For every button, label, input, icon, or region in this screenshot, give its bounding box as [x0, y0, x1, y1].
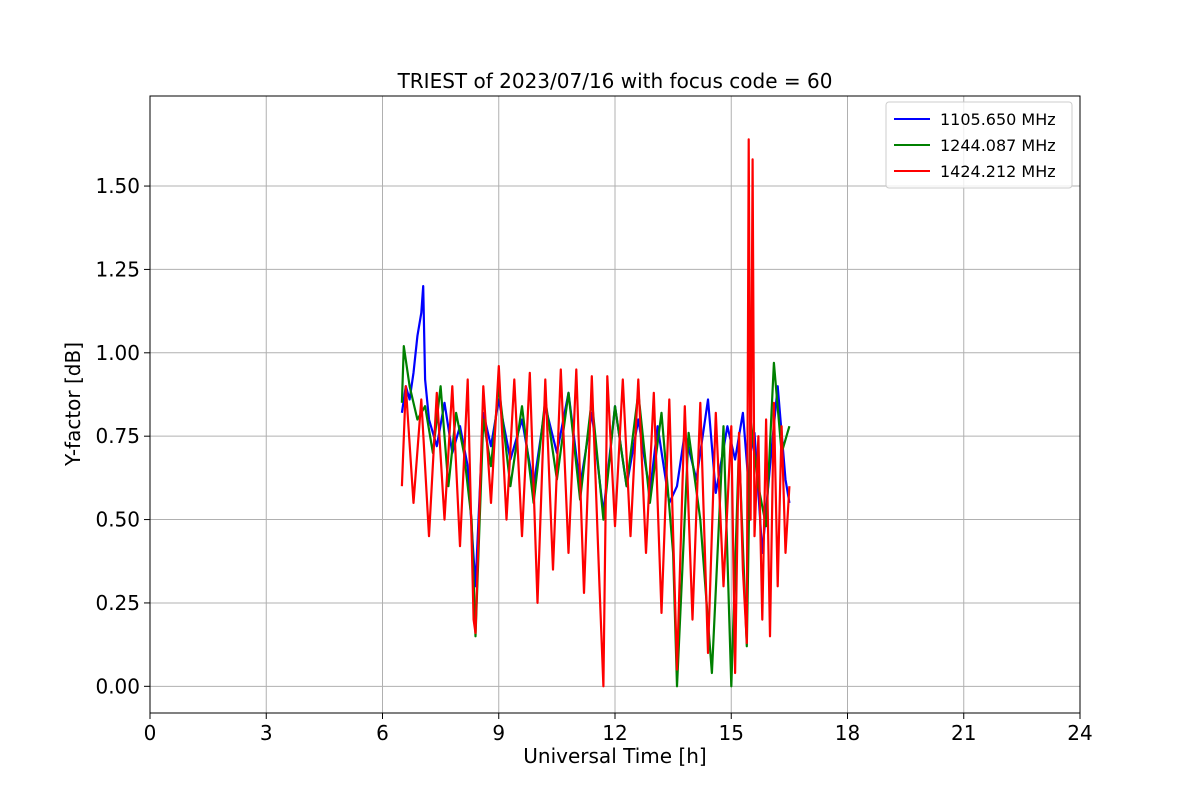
legend-box — [885, 101, 1073, 189]
y-tick-label: 0.75 — [95, 424, 140, 448]
legend-label-series-2: 1244.087 MHz — [940, 136, 1056, 155]
x-tick-label: 21 — [951, 721, 976, 745]
y-axis: 0.00 0.25 0.50 0.75 1.00 1.25 1.50 — [95, 174, 150, 698]
x-tick-label: 15 — [719, 721, 744, 745]
x-tick-label: 3 — [260, 721, 273, 745]
chart-title: TRIEST of 2023/07/16 with focus code = 6… — [397, 69, 833, 93]
y-tick-label: 1.25 — [95, 257, 140, 281]
x-tick-label: 18 — [835, 721, 860, 745]
x-tick-label: 0 — [144, 721, 157, 745]
legend-label-series-1: 1105.650 MHz — [940, 110, 1056, 129]
x-axis: 0 3 6 9 12 15 18 21 24 — [144, 713, 1093, 745]
y-tick-label: 0.25 — [95, 591, 140, 615]
y-gridlines — [150, 185, 1080, 687]
x-tick-label: 12 — [602, 721, 627, 745]
x-tick-label: 6 — [376, 721, 389, 745]
x-axis-label: Universal Time [h] — [523, 744, 706, 768]
y-tick-label: 1.50 — [95, 174, 140, 198]
y-axis-label: Y-factor [dB] — [61, 342, 85, 467]
series-line-3 — [400, 138, 791, 688]
y-tick-label: 0.50 — [95, 508, 140, 532]
x-tick-label: 24 — [1067, 721, 1092, 745]
legend-label-series-3: 1424.212 MHz — [940, 162, 1056, 181]
series-layer — [400, 138, 791, 688]
legend: 1105.650 MHz 1244.087 MHz 1424.212 MHz — [885, 101, 1073, 189]
x-tick-label: 9 — [492, 721, 505, 745]
y-tick-label: 0.00 — [95, 674, 140, 698]
y-tick-label: 1.00 — [95, 341, 140, 365]
